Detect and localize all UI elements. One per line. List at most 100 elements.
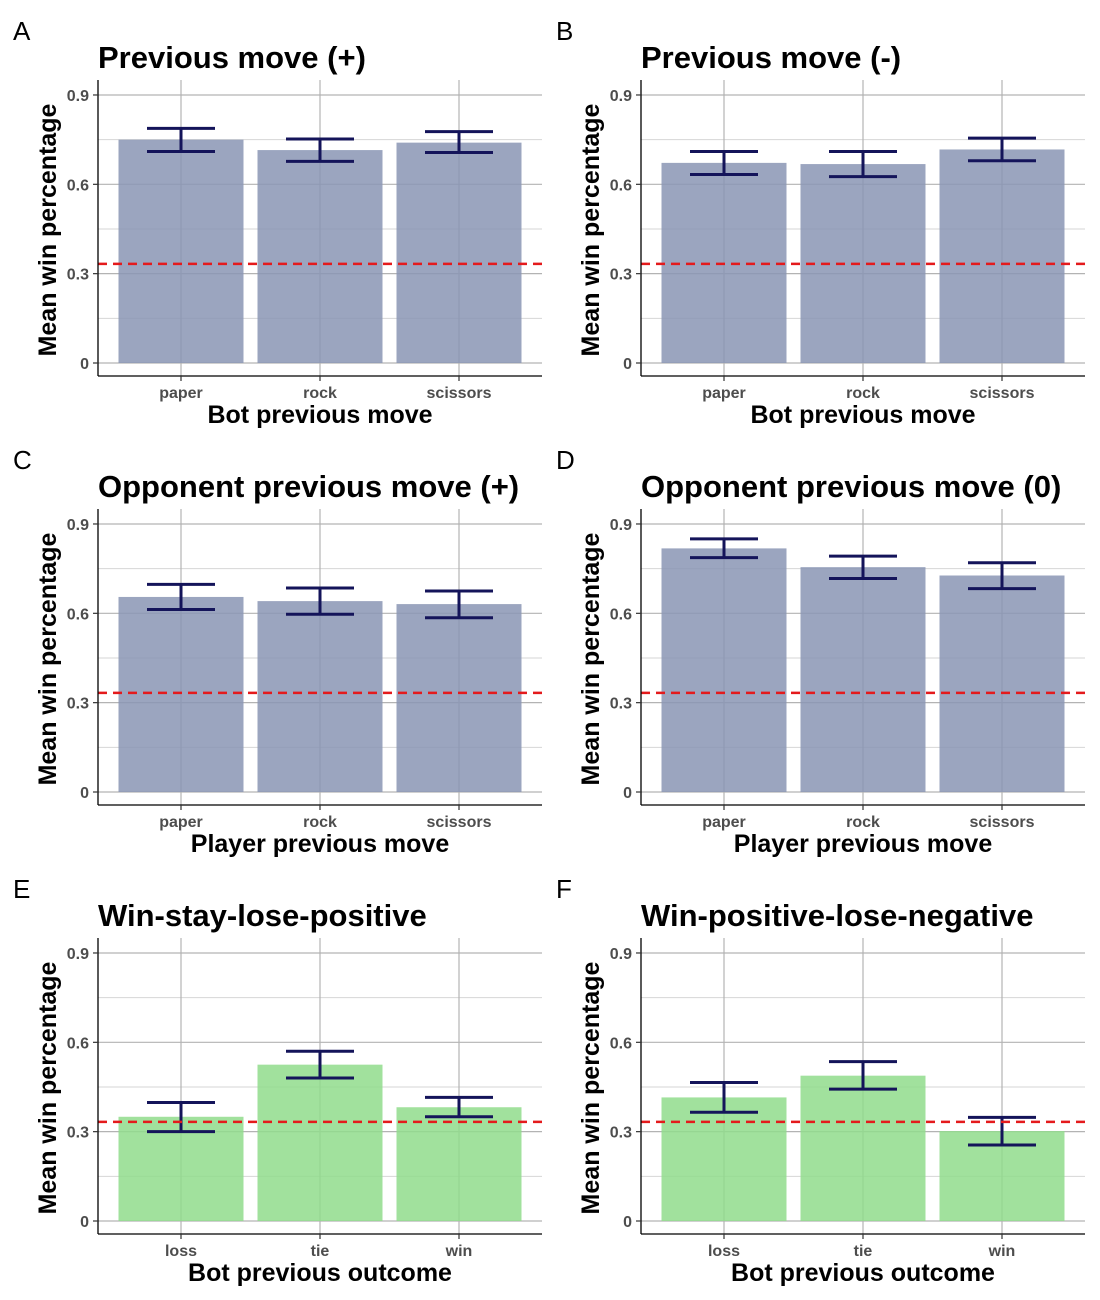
panel-letter: B	[556, 16, 573, 46]
chart-panel-b: B Previous move (-) 0 0.3 0.6 0.9 paper rock sci…	[556, 16, 1085, 429]
x-tick-label: rock	[846, 814, 880, 831]
panel-letter: E	[13, 874, 30, 904]
x-axis-label: Bot previous outcome	[188, 1259, 452, 1287]
x-axis-label: Player previous move	[191, 830, 450, 858]
x-tick-label: tie	[854, 1243, 873, 1260]
chart-title: Previous move (-)	[641, 40, 901, 75]
y-axis-label: Mean win percentage	[34, 103, 62, 356]
errorbar-scissors	[425, 130, 493, 154]
bar-scissors	[939, 149, 1065, 363]
x-tick-label: paper	[159, 814, 203, 831]
y-tick-label: 0.9	[610, 517, 632, 534]
y-tick-label: 0.3	[67, 267, 89, 284]
errorbar-scissors	[968, 561, 1036, 591]
chart-panel-e: E Win-stay-lose-positive 0 0.3 0.6 0.9 loss tie…	[13, 874, 542, 1287]
errorbar-paper	[690, 537, 758, 560]
x-tick-label: win	[988, 1243, 1016, 1260]
y-tick-label: 0.6	[610, 1035, 632, 1052]
x-tick-label: rock	[846, 385, 880, 402]
bar-scissors	[396, 604, 522, 792]
y-tick-label: 0.9	[67, 88, 89, 105]
y-axis-label: Mean win percentage	[577, 532, 605, 785]
x-tick-label: scissors	[427, 814, 492, 831]
y-tick-label: 0.3	[67, 696, 89, 713]
panel-letter: F	[556, 874, 572, 904]
y-tick-label: 0.9	[610, 946, 632, 963]
x-axis-label: Bot previous outcome	[731, 1259, 995, 1287]
errorbar-rock	[286, 586, 354, 616]
bar-win	[396, 1107, 522, 1221]
errorbar-rock	[829, 150, 897, 179]
x-axis-label: Player previous move	[734, 830, 993, 858]
y-tick-label: 0.6	[67, 177, 89, 194]
chart-title: Previous move (+)	[98, 40, 366, 75]
y-tick-label: 0.6	[610, 177, 632, 194]
chart-title: Win-stay-lose-positive	[98, 898, 427, 933]
y-axis-label: Mean win percentage	[34, 532, 62, 785]
chart-panel-a: A Previous move (+) 0 0.3 0.6 0.9 paper rock sci…	[13, 16, 542, 429]
bar-scissors	[939, 575, 1065, 792]
errorbar-loss	[147, 1100, 215, 1134]
y-tick-label: 0.3	[610, 696, 632, 713]
x-tick-label: paper	[702, 814, 746, 831]
errorbar-loss	[690, 1081, 758, 1114]
bar-tie	[257, 1064, 383, 1221]
x-tick-label: rock	[303, 814, 337, 831]
x-tick-label: rock	[303, 385, 337, 402]
y-tick-label: 0	[80, 785, 89, 802]
bar-paper	[661, 548, 787, 792]
chart-title: Opponent previous move (0)	[641, 469, 1061, 504]
y-tick-label: 0	[80, 356, 89, 373]
y-tick-label: 0	[623, 356, 632, 373]
x-tick-label: scissors	[970, 385, 1035, 402]
errorbar-rock	[286, 137, 354, 163]
y-tick-label: 0	[623, 1214, 632, 1231]
bar-rock	[800, 164, 926, 363]
errorbar-paper	[690, 150, 758, 176]
x-tick-label: tie	[311, 1243, 330, 1260]
errorbar-win	[425, 1095, 493, 1119]
y-tick-label: 0.3	[610, 1125, 632, 1142]
y-tick-label: 0.9	[610, 88, 632, 105]
errorbar-paper	[147, 126, 215, 154]
errorbar-paper	[147, 582, 215, 611]
y-axis-label: Mean win percentage	[577, 103, 605, 356]
chart-title: Opponent previous move (+)	[98, 469, 519, 504]
y-axis-label: Mean win percentage	[577, 961, 605, 1214]
x-tick-label: win	[445, 1243, 473, 1260]
y-tick-label: 0.9	[67, 946, 89, 963]
errorbar-rock	[829, 554, 897, 580]
panel-letter: C	[13, 445, 32, 475]
bar-scissors	[396, 142, 522, 363]
x-axis-label: Bot previous move	[207, 401, 432, 429]
chart-panel-f: F Win-positive-lose-negative 0 0.3 0.6 0.9 los…	[556, 874, 1085, 1287]
y-tick-label: 0.3	[610, 267, 632, 284]
x-tick-label: scissors	[970, 814, 1035, 831]
x-tick-label: scissors	[427, 385, 492, 402]
bar-loss	[661, 1097, 787, 1221]
bar-paper	[118, 139, 244, 363]
x-axis-label: Bot previous move	[750, 401, 975, 429]
chart-panel-d: D Opponent previous move (0) 0 0.3 0.6 0.9 pap…	[556, 445, 1085, 858]
y-tick-label: 0.9	[67, 517, 89, 534]
y-tick-label: 0.6	[610, 606, 632, 623]
x-tick-label: paper	[159, 385, 203, 402]
errorbar-scissors	[968, 136, 1036, 163]
y-axis-label: Mean win percentage	[34, 961, 62, 1214]
panel-letter: A	[13, 16, 31, 46]
bar-loss	[118, 1116, 244, 1221]
chart-panel-c: C Opponent previous move (+) 0 0.3 0.6 0.9 pap…	[13, 445, 542, 858]
errorbar-tie	[829, 1060, 897, 1091]
bar-rock	[257, 150, 383, 363]
bar-tie	[800, 1075, 926, 1221]
bar-rock	[800, 567, 926, 792]
y-tick-label: 0.6	[67, 606, 89, 623]
y-tick-label: 0	[623, 785, 632, 802]
x-tick-label: loss	[708, 1243, 740, 1260]
y-tick-label: 0.6	[67, 1035, 89, 1052]
panel-letter: D	[556, 445, 575, 475]
x-tick-label: loss	[165, 1243, 197, 1260]
y-tick-label: 0	[80, 1214, 89, 1231]
x-tick-label: paper	[702, 385, 746, 402]
